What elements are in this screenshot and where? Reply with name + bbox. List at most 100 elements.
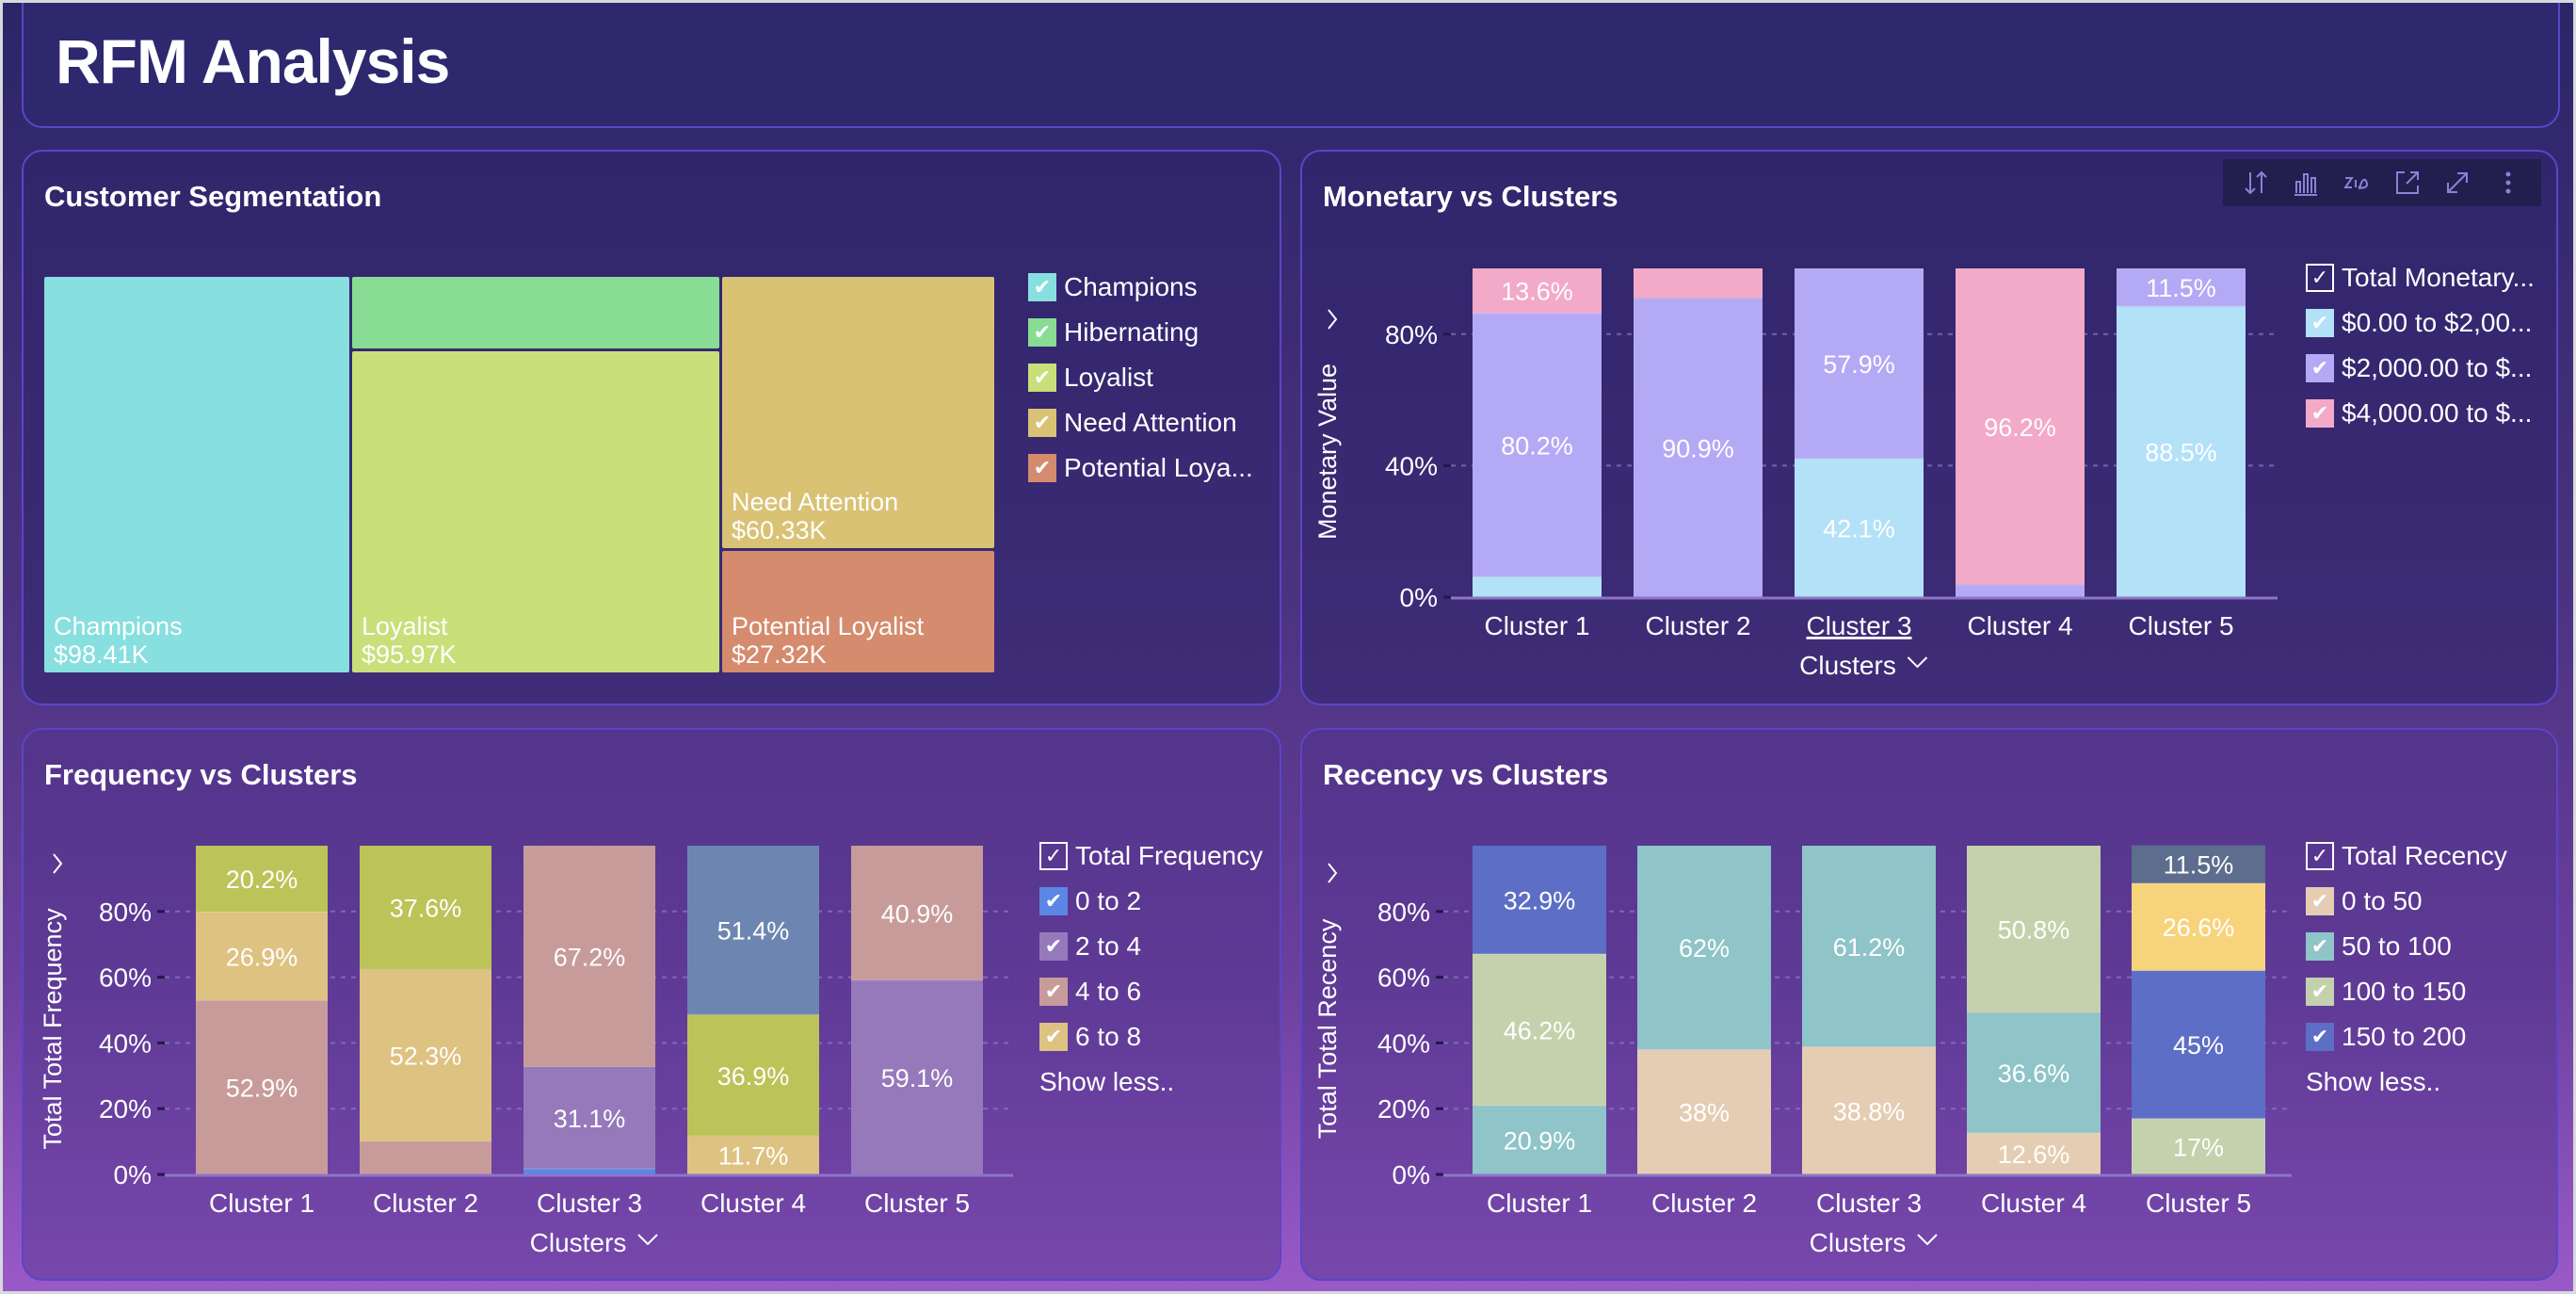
zia-icon[interactable]	[2341, 167, 2373, 199]
legend-item[interactable]: ✔ 4 to 6	[1039, 969, 1263, 1014]
checkbox-icon[interactable]: ✔	[1039, 887, 1068, 915]
bar-segment[interactable]	[1802, 1046, 1936, 1174]
show-less-link[interactable]: Show less..	[1039, 1067, 1175, 1096]
legend-item-total[interactable]: ✓ Total Frequency	[1039, 833, 1263, 879]
chevron-down-icon[interactable]	[1917, 1234, 1938, 1246]
bar-segment[interactable]	[687, 846, 819, 1015]
bar-segment[interactable]	[1956, 584, 2085, 597]
bar-segment[interactable]	[523, 1066, 655, 1170]
x-tick-label[interactable]: Cluster 1	[1487, 1189, 1592, 1218]
legend-item-total[interactable]: ✓ Total Recency	[2306, 833, 2507, 879]
checkbox-icon[interactable]: ✓	[2306, 264, 2334, 292]
show-less-link[interactable]: Show less..	[2306, 1067, 2441, 1096]
chevron-right-icon[interactable]	[1328, 309, 1338, 330]
checkbox-icon[interactable]: ✔	[2306, 354, 2334, 382]
checkbox-icon[interactable]: ✔	[2306, 399, 2334, 428]
treemap-tile-need-attention[interactable]	[722, 277, 994, 548]
checkbox-icon[interactable]: ✔	[1028, 409, 1056, 437]
x-axis-label[interactable]: Clusters	[1799, 651, 1896, 680]
bar-segment[interactable]	[2117, 268, 2246, 307]
bar-segment[interactable]	[2117, 306, 2246, 597]
checkbox-icon[interactable]: ✔	[2306, 932, 2334, 961]
bar-segment[interactable]	[1634, 268, 1763, 299]
x-tick-label[interactable]: Cluster 2	[1651, 1189, 1757, 1218]
x-tick-label[interactable]: Cluster 5	[864, 1189, 970, 1218]
bar-segment[interactable]	[1473, 846, 1606, 954]
x-tick-label[interactable]: Cluster 3	[1816, 1189, 1922, 1218]
more-options-icon[interactable]	[2492, 167, 2524, 199]
bar-segment[interactable]	[1473, 953, 1606, 1107]
legend-item[interactable]: ✔ $2,000.00 to $...	[2306, 346, 2535, 391]
checkbox-icon[interactable]: ✔	[2306, 1023, 2334, 1051]
x-tick-label[interactable]: Cluster 1	[1484, 611, 1589, 640]
checkbox-icon[interactable]: ✔	[1039, 932, 1068, 961]
chevron-right-icon[interactable]	[53, 853, 63, 874]
legend-item[interactable]: ✔ 6 to 8	[1039, 1014, 1263, 1059]
x-tick-label[interactable]: Cluster 4	[700, 1189, 806, 1218]
legend-item[interactable]: ✔ 150 to 200	[2306, 1014, 2507, 1059]
checkbox-icon[interactable]: ✔	[1028, 318, 1056, 347]
checkbox-icon[interactable]: ✔	[2306, 309, 2334, 337]
checkbox-icon[interactable]: ✔	[1028, 364, 1056, 392]
bar-segment[interactable]	[1637, 1049, 1771, 1174]
checkbox-icon[interactable]: ✔	[2306, 978, 2334, 1006]
legend-item[interactable]: ✔ Need Attention	[1028, 400, 1253, 445]
x-tick-label[interactable]: Cluster 2	[1645, 611, 1750, 640]
expand-icon[interactable]	[2441, 167, 2473, 199]
checkbox-icon[interactable]: ✓	[1039, 842, 1068, 870]
chevron-down-icon[interactable]	[1907, 656, 1928, 669]
legend-item[interactable]: ✔ $0.00 to $2,00...	[2306, 300, 2535, 346]
legend-item[interactable]: ✔ Potential Loya...	[1028, 445, 1253, 491]
bar-segment[interactable]	[196, 846, 328, 913]
bar-segment[interactable]	[523, 1169, 655, 1174]
checkbox-icon[interactable]: ✔	[1039, 1023, 1068, 1051]
legend-item[interactable]: ✔ Loyalist	[1028, 355, 1253, 400]
chart-type-icon[interactable]	[2290, 167, 2322, 199]
chevron-right-icon[interactable]	[1328, 863, 1338, 883]
bar-segment[interactable]	[1802, 846, 1936, 1047]
treemap-tile-potential-loyalist[interactable]	[722, 551, 994, 672]
bar-segment[interactable]	[1967, 1133, 2101, 1174]
bar-segment[interactable]	[687, 1136, 819, 1174]
legend-item[interactable]: ✔ 50 to 100	[2306, 924, 2507, 969]
bar-segment[interactable]	[360, 846, 491, 970]
checkbox-icon[interactable]: ✔	[1028, 273, 1056, 301]
bar-segment[interactable]	[851, 979, 983, 1174]
checkbox-icon[interactable]: ✔	[1039, 978, 1068, 1006]
bar-segment[interactable]	[1956, 268, 2085, 585]
sort-icon[interactable]	[2240, 167, 2272, 199]
bar-segment[interactable]	[1795, 268, 1924, 460]
legend-item[interactable]: ✔ 0 to 2	[1039, 879, 1263, 924]
x-axis-label[interactable]: Clusters	[530, 1228, 627, 1257]
legend-item-total[interactable]: ✓ Total Monetary...	[2306, 255, 2535, 300]
bar-segment[interactable]	[1473, 268, 1602, 314]
bar-segment[interactable]	[196, 1000, 328, 1174]
bar-segment[interactable]	[1967, 1012, 2101, 1134]
x-tick-label[interactable]: Cluster 1	[209, 1189, 314, 1218]
bar-segment[interactable]	[2132, 970, 2265, 1119]
bar-segment[interactable]	[2132, 1118, 2265, 1174]
bar-segment[interactable]	[1473, 1106, 1606, 1174]
bar-segment[interactable]	[1795, 459, 1924, 597]
legend-item[interactable]: ✔ 2 to 4	[1039, 924, 1263, 969]
bar-segment[interactable]	[196, 912, 328, 1001]
legend-item[interactable]: ✔ Champions	[1028, 265, 1253, 310]
bar-segment[interactable]	[687, 1014, 819, 1137]
y-axis-label[interactable]: Total Total Recency	[1313, 918, 1342, 1139]
x-axis-label[interactable]: Clusters	[1810, 1228, 1907, 1257]
treemap-tile-champions[interactable]	[44, 277, 349, 672]
bar-segment[interactable]	[523, 846, 655, 1067]
x-tick-label[interactable]: Cluster 4	[1981, 1189, 2086, 1218]
bar-segment[interactable]	[360, 1140, 491, 1174]
bar-segment[interactable]	[2132, 882, 2265, 971]
y-axis-label[interactable]: Total Total Frequency	[39, 908, 67, 1150]
bar-segment[interactable]	[1967, 846, 2101, 1013]
x-tick-label[interactable]: Cluster 2	[373, 1189, 478, 1218]
bar-segment[interactable]	[1637, 846, 1771, 1050]
treemap-tile-hibernating[interactable]	[352, 277, 719, 348]
treemap-tile-loyalist[interactable]	[352, 351, 719, 672]
x-tick-label[interactable]: Cluster 3	[537, 1189, 642, 1218]
bar-segment[interactable]	[1634, 298, 1763, 597]
x-tick-label[interactable]: Cluster 3	[1806, 611, 1911, 640]
legend-item[interactable]: ✔ 0 to 50	[2306, 879, 2507, 924]
